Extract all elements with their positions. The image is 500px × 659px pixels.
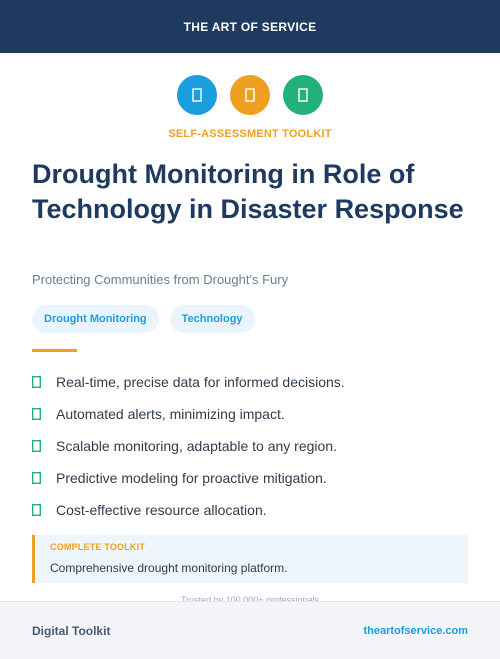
callout-label: COMPLETE TOOLKIT bbox=[50, 542, 146, 552]
feature-text: Automated alerts, minimizing impact. bbox=[56, 406, 285, 422]
trusted-note: Trusted by 100,000+ professionals bbox=[180, 595, 319, 601]
list-item: Cost-effective resource allocation. bbox=[32, 494, 345, 526]
list-item: Automated alerts, minimizing impact. bbox=[32, 398, 345, 430]
document-icon bbox=[230, 75, 270, 115]
subtitle: Protecting Communities from Drought's Fu… bbox=[32, 272, 289, 287]
feature-text: Scalable monitoring, adaptable to any re… bbox=[56, 438, 337, 454]
footer: Digital Toolkit theartofservice.com bbox=[0, 601, 500, 659]
document-icon bbox=[177, 75, 217, 115]
callout-description: Comprehensive drought monitoring platfor… bbox=[50, 561, 288, 575]
check-icon bbox=[32, 440, 56, 452]
tag-drought-monitoring[interactable]: Drought Monitoring bbox=[32, 305, 159, 333]
accent-divider bbox=[32, 349, 77, 352]
website-link[interactable]: theartofservice.com bbox=[363, 624, 468, 637]
list-item: Scalable monitoring, adaptable to any re… bbox=[32, 430, 345, 462]
tag-list: Drought Monitoring Technology bbox=[32, 305, 255, 333]
list-item: Real-time, precise data for informed dec… bbox=[32, 366, 345, 398]
check-icon bbox=[32, 408, 56, 420]
feature-text: Predictive modeling for proactive mitiga… bbox=[56, 470, 327, 486]
feature-list: Real-time, precise data for informed dec… bbox=[32, 366, 345, 526]
check-icon bbox=[32, 472, 56, 484]
tag-technology[interactable]: Technology bbox=[169, 305, 255, 333]
toolkit-callout: COMPLETE TOOLKIT Comprehensive drought m… bbox=[32, 535, 468, 583]
feature-text: Real-time, precise data for informed dec… bbox=[56, 374, 345, 390]
top-banner: THE ART OF SERVICE bbox=[0, 0, 500, 53]
check-icon bbox=[32, 504, 56, 516]
feature-text: Cost-effective resource allocation. bbox=[56, 502, 267, 518]
brand-name: THE ART OF SERVICE bbox=[183, 19, 317, 34]
page-title: Drought Monitoring in Role of Technology… bbox=[32, 159, 464, 224]
list-item: Predictive modeling for proactive mitiga… bbox=[32, 462, 345, 494]
document-icon bbox=[283, 75, 323, 115]
icon-row bbox=[0, 75, 500, 115]
kicker-label: SELF-ASSESSMENT TOOLKIT bbox=[168, 128, 332, 140]
footer-label: Digital Toolkit bbox=[32, 623, 111, 638]
check-icon bbox=[32, 376, 56, 388]
